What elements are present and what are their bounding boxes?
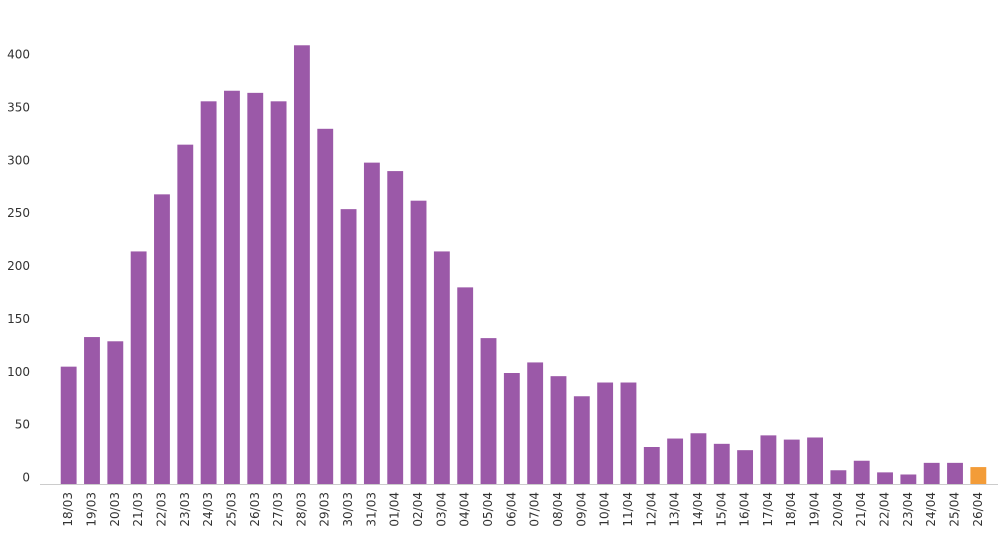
bar xyxy=(130,251,147,484)
x-tick-label: 13/04 xyxy=(668,492,682,527)
bar xyxy=(737,450,754,484)
bar xyxy=(293,45,310,485)
bar xyxy=(177,144,194,484)
bar xyxy=(550,376,567,484)
x-tick-label: 18/03 xyxy=(61,492,75,527)
bar xyxy=(877,472,893,484)
bar xyxy=(154,194,170,485)
bar xyxy=(270,101,287,485)
bar xyxy=(317,128,334,485)
bar xyxy=(224,90,240,484)
x-tick-label: 24/04 xyxy=(924,492,938,527)
bar xyxy=(760,435,777,484)
bar xyxy=(690,433,707,484)
x-tick-label: 26/04 xyxy=(971,492,985,527)
bar xyxy=(830,470,847,484)
x-tick-label: 04/04 xyxy=(458,492,472,527)
bar xyxy=(900,474,917,484)
bar xyxy=(340,209,357,484)
x-tick-label: 19/03 xyxy=(84,492,98,527)
x-tick-label: 05/04 xyxy=(481,492,495,527)
y-tick-label: 0 xyxy=(22,471,30,485)
x-tick-label: 21/03 xyxy=(131,492,145,527)
bar xyxy=(60,366,77,484)
bar xyxy=(247,92,264,484)
x-tick-label: 02/04 xyxy=(411,492,425,527)
bar xyxy=(667,438,684,484)
x-tick-label: 17/04 xyxy=(761,492,775,527)
x-tick-label: 06/04 xyxy=(504,492,518,527)
bar xyxy=(387,171,404,485)
y-tick-label: 50 xyxy=(15,418,30,432)
bar xyxy=(783,439,800,484)
x-tick-label: 18/04 xyxy=(784,492,798,527)
bar xyxy=(480,338,497,484)
bar xyxy=(713,443,730,484)
x-tick-label: 26/03 xyxy=(248,492,262,527)
x-tick-label: 08/04 xyxy=(551,492,565,527)
y-tick-label: 150 xyxy=(7,312,30,326)
x-tick-label: 03/04 xyxy=(434,492,448,527)
bar xyxy=(503,373,520,484)
x-tick-label: 25/03 xyxy=(224,492,238,527)
x-tick-label: 10/04 xyxy=(598,492,612,527)
x-tick-label: 28/03 xyxy=(294,492,308,527)
x-tick-label: 23/04 xyxy=(901,492,915,527)
bar xyxy=(573,396,590,484)
bar xyxy=(597,382,614,484)
x-tick-label: 22/04 xyxy=(878,492,892,527)
x-tick-label: 20/04 xyxy=(831,492,845,527)
bar xyxy=(853,460,870,484)
x-tick-label: 22/03 xyxy=(154,492,168,527)
bar xyxy=(200,101,217,485)
bar xyxy=(107,341,124,484)
bar xyxy=(807,437,823,484)
bar xyxy=(947,462,963,484)
bar xyxy=(970,467,987,484)
x-tick-label: 31/03 xyxy=(364,492,378,527)
bar xyxy=(457,287,474,484)
y-tick-label: 250 xyxy=(7,206,30,220)
bar xyxy=(527,362,544,484)
bar xyxy=(433,251,450,484)
x-tick-label: 29/03 xyxy=(318,492,332,527)
x-tick-label: 12/04 xyxy=(644,492,658,527)
x-tick-label: 21/04 xyxy=(854,492,868,527)
bar xyxy=(84,337,100,484)
x-tick-label: 23/03 xyxy=(178,492,192,527)
bar xyxy=(923,462,940,484)
bar xyxy=(410,200,427,484)
x-tick-label: 14/04 xyxy=(691,492,705,527)
y-tick-label: 300 xyxy=(7,153,30,167)
x-tick-label: 19/04 xyxy=(808,492,822,527)
x-tick-label: 25/04 xyxy=(948,492,962,527)
x-tick-label: 07/04 xyxy=(528,492,542,527)
y-tick-label: 200 xyxy=(7,259,30,273)
x-tick-label: 24/03 xyxy=(201,492,215,527)
x-tick-label: 30/03 xyxy=(341,492,355,527)
bar xyxy=(620,382,637,484)
y-tick-label: 350 xyxy=(7,101,30,115)
bar xyxy=(643,447,660,484)
x-tick-label: 16/04 xyxy=(738,492,752,527)
x-tick-label: 27/03 xyxy=(271,492,285,527)
x-tick-label: 15/04 xyxy=(714,492,728,527)
x-tick-label: 01/04 xyxy=(388,492,402,527)
y-tick-label: 100 xyxy=(7,365,30,379)
y-tick-label: 400 xyxy=(7,48,30,62)
x-tick-label: 09/04 xyxy=(574,492,588,527)
x-tick-label: 20/03 xyxy=(108,492,122,527)
x-tick-label: 11/04 xyxy=(621,492,635,527)
bar xyxy=(363,162,380,484)
